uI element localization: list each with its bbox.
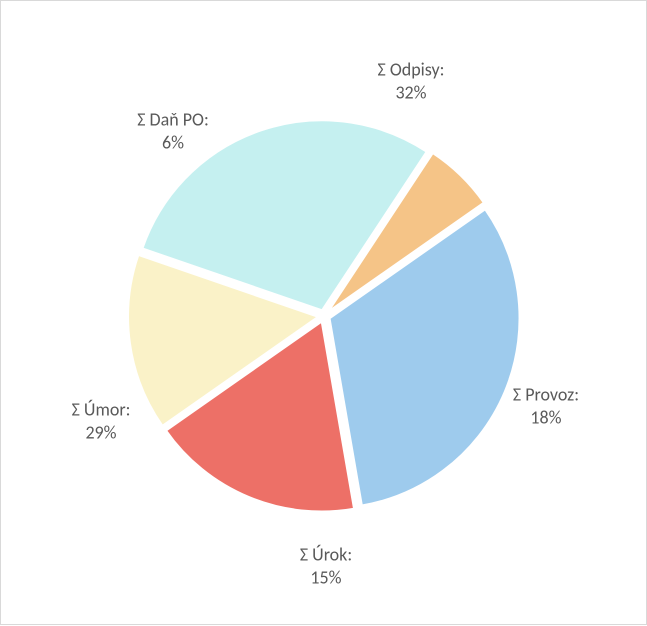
slice-label-name: Σ Úrok: bbox=[300, 544, 352, 567]
pie-chart-svg bbox=[1, 1, 647, 626]
slice-label-name: Σ Daň PO: bbox=[137, 109, 209, 132]
pie-slice-label: Σ Úmor:29% bbox=[72, 399, 131, 444]
slice-label-percent: 18% bbox=[513, 406, 579, 429]
slice-label-percent: 15% bbox=[300, 566, 352, 589]
pie-slice-label: Σ Provoz:18% bbox=[513, 384, 579, 429]
pie-chart-frame: Σ Odpisy:32% Σ Provoz:18% Σ Úrok:15% Σ Úmor… bbox=[0, 0, 647, 625]
slice-label-name: Σ Provoz: bbox=[513, 384, 579, 407]
pie-slice-label: Σ Daň PO:6% bbox=[137, 109, 209, 154]
slice-label-name: Σ Odpisy: bbox=[378, 59, 445, 82]
slice-label-percent: 6% bbox=[137, 131, 209, 154]
slice-label-percent: 32% bbox=[378, 81, 445, 104]
slice-label-percent: 29% bbox=[72, 421, 131, 444]
pie-slice-label: Σ Úrok:15% bbox=[300, 544, 352, 589]
pie-slice-label: Σ Odpisy:32% bbox=[378, 59, 445, 104]
slice-label-name: Σ Úmor: bbox=[72, 399, 131, 422]
